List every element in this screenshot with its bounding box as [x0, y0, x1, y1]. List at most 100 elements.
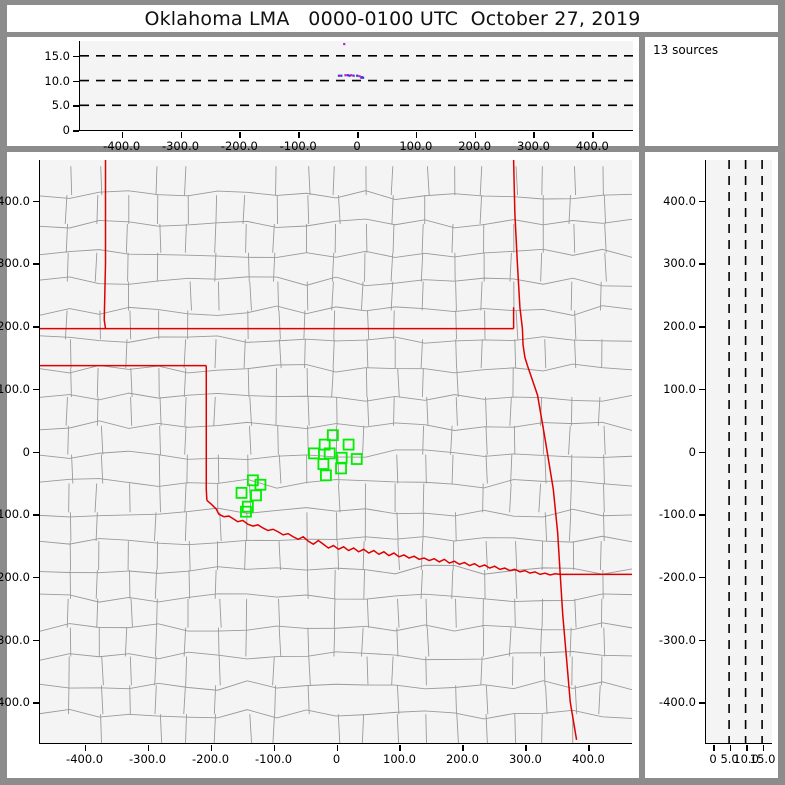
x-tick-mark: [210, 744, 213, 751]
y-tick-mark: [699, 639, 705, 642]
y-tick-mark: [73, 130, 79, 132]
x-tick-mark: [746, 744, 748, 751]
y-tick-label: 0: [62, 123, 70, 137]
y-tick-mark: [33, 702, 39, 704]
y-tick-label: -200.0: [0, 569, 30, 584]
y-tick-mark: [33, 639, 39, 642]
x-tick-label: -400.0: [103, 139, 141, 153]
x-tick-mark: [462, 744, 464, 751]
y-tick-mark: [699, 514, 705, 516]
x-tick-label: -200.0: [220, 139, 258, 153]
y-tick-label: 5.0: [51, 98, 70, 113]
x-tick-label: 300.0: [508, 752, 542, 766]
y-tick-mark: [73, 105, 79, 107]
x-tick-label: 300.0: [517, 139, 550, 153]
x-tick-mark: [525, 744, 527, 751]
x-tick-mark: [239, 131, 241, 138]
y-tick-mark: [73, 55, 79, 58]
x-tick-label: 0: [353, 139, 361, 153]
x-tick-label: -300.0: [161, 139, 200, 153]
source-count-label: 13 sources: [653, 43, 719, 57]
x-tick-label: 400.0: [575, 139, 609, 153]
y-tick-label: 400.0: [0, 193, 30, 208]
x-tick-mark: [588, 744, 590, 751]
altitude-vs-east-canvas: [80, 42, 633, 107]
x-tick-mark: [84, 744, 87, 751]
x-tick-mark: [147, 744, 150, 751]
y-tick-label: -100.0: [658, 507, 696, 522]
x-tick-label: 15.0: [749, 752, 776, 766]
y-tick-label: -400.0: [658, 695, 696, 710]
y-tick-label: 100.0: [0, 381, 30, 396]
y-tick-mark: [699, 200, 705, 203]
page-title: Oklahoma LMA 0000-0100 UTC October 27, 2…: [144, 7, 641, 30]
y-tick-mark: [699, 576, 705, 579]
y-tick-mark: [33, 326, 39, 328]
y-tick-mark: [699, 388, 705, 391]
y-tick-label: 300.0: [663, 256, 696, 271]
x-tick-mark: [121, 131, 124, 138]
x-tick-label: 5.0: [720, 752, 739, 766]
source-count-panel: 13 sources: [645, 37, 778, 146]
y-tick-mark: [33, 200, 39, 203]
y-tick-mark: [33, 388, 39, 391]
title-bar: Oklahoma LMA 0000-0100 UTC October 27, 2…: [7, 5, 778, 32]
x-tick-mark: [713, 744, 715, 751]
y-tick-mark: [33, 263, 39, 265]
x-tick-label: 10.0: [733, 752, 759, 766]
x-tick-mark: [592, 131, 594, 138]
x-tick-label: 200.0: [458, 139, 492, 153]
x-tick-mark: [415, 131, 418, 138]
y-tick-label: 100.0: [663, 381, 696, 396]
x-tick-mark: [729, 744, 732, 751]
x-tick-label: -400.0: [66, 752, 104, 766]
y-tick-mark: [33, 576, 39, 579]
y-tick-label: 10.0: [44, 73, 70, 88]
altitude-vs-count-plot-area[interactable]: [705, 160, 772, 744]
x-tick-label: 0: [709, 752, 717, 766]
y-tick-label: 15.0: [44, 48, 70, 63]
x-tick-label: 0: [332, 752, 341, 766]
y-tick-label: 0: [688, 444, 696, 459]
y-tick-mark: [33, 514, 39, 516]
altitude-vs-east-plot-area[interactable]: [79, 41, 633, 131]
x-tick-mark: [762, 744, 765, 751]
x-tick-mark: [533, 131, 535, 138]
x-tick-label: -200.0: [191, 752, 230, 766]
y-tick-mark: [33, 451, 39, 453]
y-tick-mark: [73, 80, 79, 83]
y-tick-mark: [699, 451, 705, 453]
x-tick-label: 100.0: [383, 752, 416, 766]
y-tick-label: 200.0: [0, 319, 30, 334]
x-tick-mark: [336, 744, 338, 751]
y-tick-label: -300.0: [0, 632, 30, 647]
y-tick-label: 0: [22, 444, 30, 459]
y-tick-mark: [699, 263, 705, 265]
plan-view-map-canvas: [40, 160, 632, 743]
y-tick-mark: [699, 326, 705, 328]
x-tick-mark: [180, 131, 182, 138]
x-tick-mark: [399, 744, 401, 751]
x-tick-mark: [298, 131, 300, 138]
x-tick-label: -100.0: [279, 139, 317, 153]
y-tick-label: -100.0: [0, 507, 30, 522]
x-tick-mark: [474, 131, 477, 138]
plan-view-map-panel: -400.0 -300.0 -200.0 -100.0 0 100.0 200.0 300.0…: [0, 152, 639, 778]
y-tick-label: -200.0: [658, 569, 696, 584]
plan-view-map-plot-area[interactable]: [39, 160, 632, 744]
x-tick-label: -100.0: [254, 752, 293, 766]
y-tick-label: 200.0: [663, 319, 696, 334]
y-tick-mark: [699, 702, 705, 704]
x-tick-mark: [357, 131, 359, 138]
altitude-vs-east-panel: -400.0 -300.0 -200.0 -100.0 0 100.0 200.0 300.0…: [7, 37, 639, 153]
y-tick-label: 300.0: [0, 256, 30, 271]
x-tick-label: 400.0: [571, 752, 605, 766]
altitude-vs-count-canvas: [728, 160, 763, 743]
y-tick-label: 400.0: [663, 193, 696, 208]
altitude-vs-count-panel: 0 5.0 10.0 15.0 -400.0 -300.0 -200.0 -100.0 0 100…: [645, 152, 778, 778]
x-tick-label: 100.0: [399, 139, 433, 153]
x-tick-label: 200.0: [445, 752, 479, 766]
x-tick-mark: [273, 744, 276, 751]
y-tick-label: -300.0: [658, 632, 696, 647]
